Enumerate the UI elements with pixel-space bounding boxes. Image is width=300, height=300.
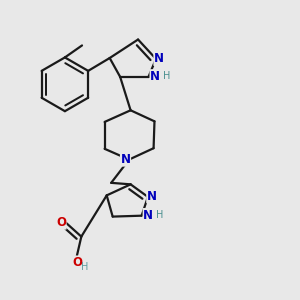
Text: O: O (72, 256, 82, 269)
Text: O: O (56, 216, 66, 229)
Text: H: H (163, 71, 170, 81)
Text: N: N (143, 208, 153, 222)
Text: N: N (154, 52, 164, 65)
Text: N: N (121, 153, 130, 166)
Text: H: H (81, 262, 88, 272)
Text: H: H (156, 210, 163, 220)
Text: N: N (147, 190, 157, 203)
Text: N: N (150, 70, 160, 83)
